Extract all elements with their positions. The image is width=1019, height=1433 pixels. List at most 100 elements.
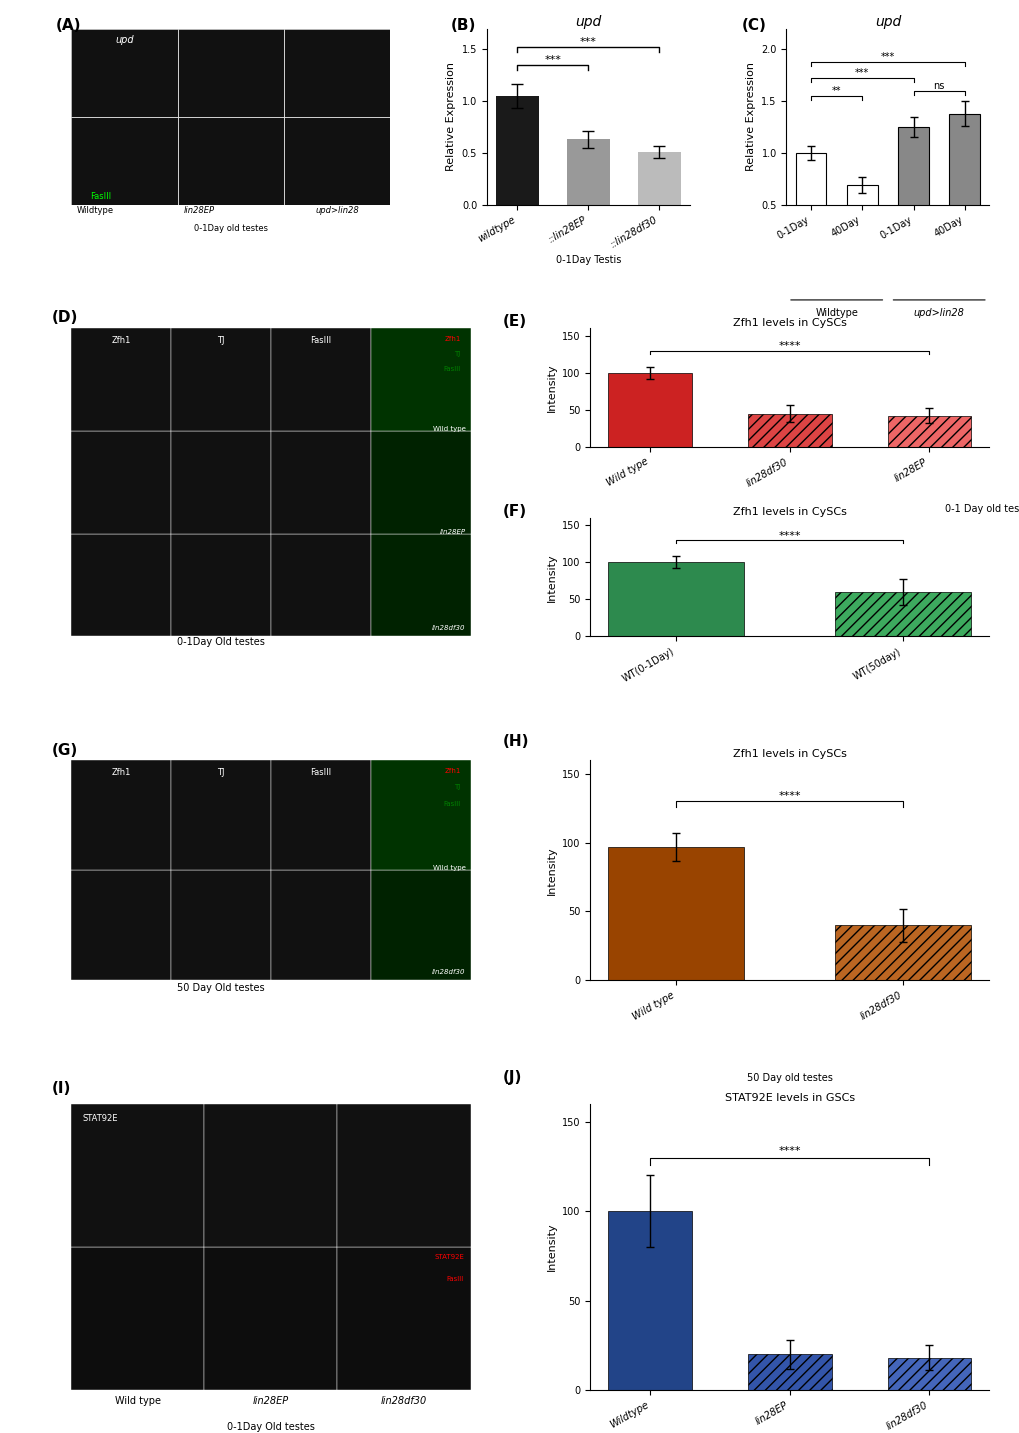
Bar — [370, 761, 470, 870]
Text: lin28df30: lin28df30 — [380, 1396, 427, 1406]
Title: Zfh1 levels in CySCs: Zfh1 levels in CySCs — [733, 749, 846, 759]
Bar — [370, 533, 470, 636]
Bar — [795, 153, 825, 257]
Text: (B): (B) — [450, 19, 475, 33]
Bar — [835, 592, 970, 636]
Bar — [171, 533, 271, 636]
Y-axis label: Intensity: Intensity — [546, 364, 556, 411]
Text: FasIII: FasIII — [446, 1275, 464, 1281]
Y-axis label: Relative Expression: Relative Expression — [446, 62, 455, 171]
Text: Wild type: Wild type — [115, 1396, 161, 1406]
Text: Wildtype: Wildtype — [76, 206, 114, 215]
Text: Zfh1: Zfh1 — [443, 335, 461, 341]
Title: upd: upd — [874, 14, 900, 29]
Bar — [71, 533, 171, 636]
Title: Zfh1 levels in CySCs: Zfh1 levels in CySCs — [733, 507, 846, 517]
Bar — [71, 870, 171, 980]
Text: (H): (H) — [502, 734, 529, 749]
Text: upd>lin28: upd>lin28 — [913, 308, 964, 318]
Bar — [607, 1211, 692, 1390]
Bar — [271, 870, 370, 980]
Bar — [271, 761, 370, 870]
Text: Wildtype: Wildtype — [814, 308, 857, 318]
Bar — [607, 847, 744, 980]
Bar — [71, 431, 171, 533]
Bar — [71, 1103, 204, 1247]
Text: Zfh1: Zfh1 — [443, 768, 461, 774]
Bar — [71, 328, 171, 431]
Text: ns: ns — [932, 80, 944, 90]
Text: 0-1Day Old testes: 0-1Day Old testes — [177, 636, 265, 646]
Bar — [71, 1247, 204, 1390]
Text: lin28EP: lin28EP — [439, 529, 465, 535]
Bar — [607, 373, 692, 447]
Text: STAT92E: STAT92E — [82, 1113, 117, 1123]
Bar — [370, 870, 470, 980]
Text: FasIII: FasIII — [443, 367, 461, 373]
Text: ****: **** — [777, 341, 800, 351]
Bar — [370, 431, 470, 533]
Text: (F): (F) — [502, 504, 526, 519]
Bar — [71, 29, 177, 116]
Text: 0-1 Day old testes: 0-1 Day old testes — [944, 504, 1019, 514]
Text: ***: *** — [580, 37, 596, 47]
Text: **: ** — [832, 86, 841, 96]
Bar — [607, 562, 744, 636]
Bar — [177, 29, 283, 116]
Text: FasIII: FasIII — [91, 192, 111, 201]
Text: FasIII: FasIII — [443, 801, 461, 807]
Bar — [747, 1354, 830, 1390]
Text: ***: *** — [544, 54, 560, 64]
Bar — [171, 328, 271, 431]
Text: (E): (E) — [502, 314, 526, 330]
Text: TJ: TJ — [217, 768, 224, 777]
Text: ***: *** — [880, 52, 895, 62]
Text: ****: **** — [777, 1146, 800, 1156]
Text: 0-1Day Old testes: 0-1Day Old testes — [227, 1422, 315, 1432]
Text: lin28df30: lin28df30 — [432, 969, 465, 974]
Text: FasIII: FasIII — [310, 768, 331, 777]
Bar — [171, 761, 271, 870]
Text: Zfh1: Zfh1 — [111, 768, 130, 777]
Text: TJ: TJ — [453, 351, 461, 357]
Text: ****: **** — [777, 791, 800, 801]
Bar — [747, 414, 830, 447]
Text: 0-1Day old testes: 0-1Day old testes — [194, 224, 268, 234]
Text: ****: **** — [777, 530, 800, 540]
Bar — [71, 116, 177, 205]
Bar — [495, 96, 538, 205]
Bar — [887, 1358, 970, 1390]
Text: lin28EP: lin28EP — [183, 206, 214, 215]
Text: (G): (G) — [51, 742, 77, 758]
Y-axis label: Intensity: Intensity — [546, 553, 556, 602]
Bar — [171, 870, 271, 980]
Text: 50 Day Old testes: 50 Day Old testes — [177, 983, 265, 993]
Bar — [271, 533, 370, 636]
Text: lin28df30: lin28df30 — [432, 625, 465, 632]
Y-axis label: Intensity: Intensity — [546, 1222, 556, 1271]
Bar — [638, 152, 680, 205]
Text: Wild type: Wild type — [432, 864, 465, 871]
Text: upd: upd — [115, 34, 133, 44]
Bar — [71, 761, 171, 870]
Bar — [204, 1247, 337, 1390]
Bar — [887, 416, 970, 447]
Text: lin28EP: lin28EP — [253, 1396, 288, 1406]
Bar — [567, 139, 609, 205]
Y-axis label: Relative Expression: Relative Expression — [745, 62, 755, 171]
Text: (I): (I) — [51, 1080, 70, 1096]
Bar — [370, 328, 470, 431]
Title: STAT92E levels in GSCs: STAT92E levels in GSCs — [725, 1093, 854, 1103]
Text: ***: *** — [854, 69, 868, 79]
Bar — [337, 1247, 470, 1390]
Bar — [271, 431, 370, 533]
Text: FasIII: FasIII — [310, 335, 331, 344]
Text: TJ: TJ — [217, 335, 224, 344]
Text: Wild type: Wild type — [432, 426, 465, 431]
Text: 50 Day old testes: 50 Day old testes — [746, 1073, 832, 1083]
Bar — [271, 328, 370, 431]
Text: Zfh1: Zfh1 — [111, 335, 130, 344]
Text: (A): (A) — [55, 19, 81, 33]
Bar — [337, 1103, 470, 1247]
Title: Zfh1 levels in CySCs: Zfh1 levels in CySCs — [733, 318, 846, 328]
